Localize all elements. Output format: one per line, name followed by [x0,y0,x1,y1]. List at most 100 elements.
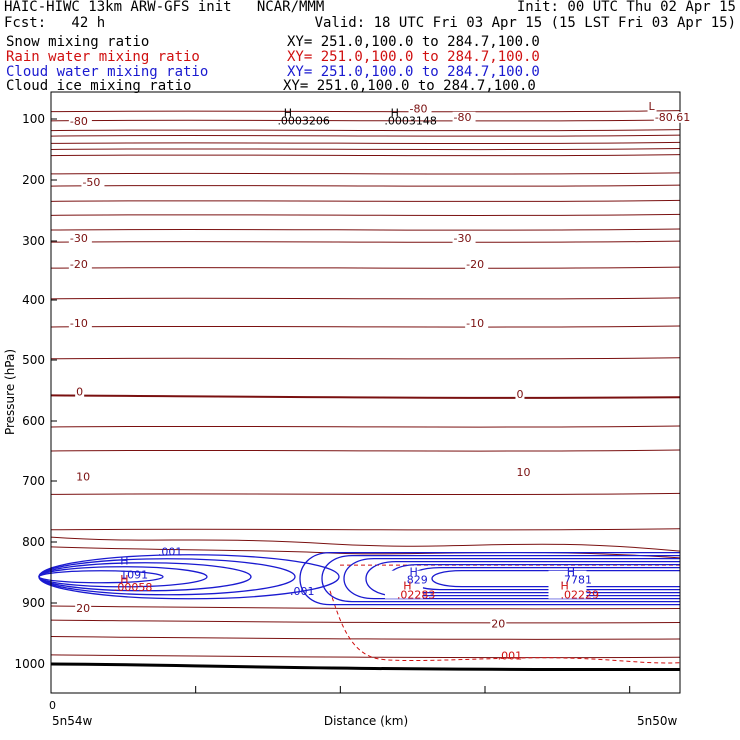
cloud-water-label: 1091 [120,569,148,582]
y-tick-label: 100 [22,112,45,126]
cloud-water-label: H [410,566,418,579]
label-mask [548,570,587,599]
isotherm [50,154,681,157]
x-axis-right-label: 5n50w [637,714,678,728]
rain-label: .001 [498,650,522,663]
isotherm [50,199,681,203]
isotherm [50,184,681,187]
isotherm [50,119,681,122]
temperature-label: 10 [516,466,530,479]
isotherm [50,129,681,132]
chart-title: HAIC-HIWC 13km ARW-GFS init NCAR/MMM [4,0,325,15]
temperature-label: 10 [76,470,90,483]
isotherm [50,240,681,243]
rain-contours [329,564,681,664]
temperature-label: -80 [454,111,472,124]
ice-maximum-label: .0003206 [277,114,330,127]
temperature-label: -20 [70,258,88,271]
isotherm [50,357,681,360]
field-cloud-ice-xy: XY= 251.0,100.0 to 284.7,100.0 [283,78,536,94]
cloud-water-contour [38,558,296,596]
y-axis-title: Pressure (hPa) [3,349,17,435]
cloud-water-contour [431,569,680,588]
label-bg [408,103,432,115]
field-rain-name: Rain water mixing ratio [6,49,200,65]
y-tick-label: 900 [22,596,45,610]
label-bg [465,318,489,329]
contour-labels: -80 -80 -80 -80.61L -50 -30 -30 -20 -20 -10 -10 0 0 1… [68,100,698,663]
temperature-label: -80 [410,102,428,115]
isotherm [50,636,681,640]
x-axis-left-label: 5n54w [52,714,93,728]
temperature-label: -30 [70,232,88,245]
label-bg [68,259,92,271]
rain-contour [329,590,681,664]
field-cloud-water-xy: XY= 251.0,100.0 to 284.7,100.0 [287,64,540,80]
isotherm [50,228,681,231]
isotherm [50,492,681,496]
isotherm [50,134,681,137]
isotherm [50,425,681,428]
temperature-contours [50,110,681,672]
isotherm [50,528,681,531]
cloud-water-label: .829 [403,573,428,586]
y-tick-label: 800 [22,535,45,549]
freezing-level-contour [50,394,681,399]
temperature-label: -20 [466,258,484,271]
isotherm [50,536,681,552]
ice-maximum-label: H [284,107,292,120]
cloud-water-label: .001 [158,545,183,558]
isotherm [50,213,681,217]
temperature-label: L [649,100,656,113]
label-bg [465,259,489,271]
y-tick-label: 400 [22,293,45,307]
label-bg [515,467,532,479]
label-bg [452,233,476,245]
temperature-label: -30 [454,232,472,245]
cloud-water-label: H [120,555,128,568]
isotherm [50,325,681,328]
label-mask [384,570,423,599]
temperature-label: 20 [491,617,505,630]
label-bg [452,111,476,123]
label-bg [68,318,92,329]
cloud-water-label: H [567,566,575,579]
ice-maximum-label: H [391,107,399,120]
isotherm [50,605,681,610]
x-axis-title: Distance (km) [324,714,408,728]
temperature-label: 20 [76,602,90,615]
isotherm [50,148,681,151]
cloud-water-contour [343,557,680,600]
x-tick-label: 0 [49,699,56,712]
y-tick-label: 600 [22,414,45,428]
field-snow-xy: XY= 251.0,100.0 to 284.7,100.0 [287,34,540,50]
isotherm [50,449,681,452]
label-bg [490,618,507,630]
label-bg [81,177,105,189]
forecast-hour: Fcst: 42 h [4,15,106,31]
y-tick-label: 500 [22,353,45,367]
temperature-label: -80 [70,115,88,128]
rain-label: H [403,580,411,593]
temperature-label: 0 [76,385,83,398]
temperature-label: 0 [516,388,523,401]
isotherm [50,297,681,300]
cloud-water-contour [38,570,164,584]
y-axis: 100 200 300 400 500 600 700 800 900 1000 [14,112,57,671]
isotherm [50,110,681,113]
isotherm [50,266,681,269]
cloud-water-label: .001 [290,585,315,598]
temperature-label: -10 [70,317,88,330]
field-cloud-ice-name: Cloud ice mixing ratio [6,78,192,94]
cloud-water-label: .7781 [560,573,592,586]
plot-frame [50,91,681,694]
isotherm [50,141,681,145]
rain-label: H [560,580,568,593]
label-bg [75,386,85,398]
label-bg [75,471,92,483]
label-bg [653,111,698,123]
isotherm [50,172,681,175]
y-tick-label: 1000 [14,657,45,671]
field-cloud-water-name: Cloud water mixing ratio [6,64,209,80]
